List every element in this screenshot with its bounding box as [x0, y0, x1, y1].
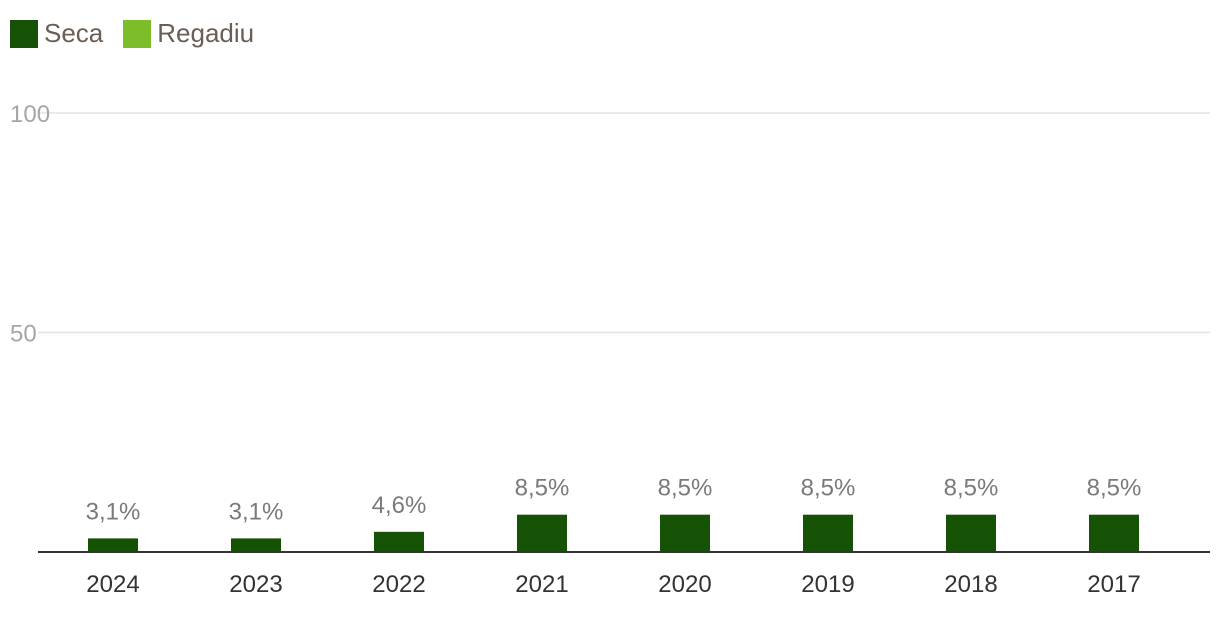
x-tick-label-2017: 2017 [1087, 571, 1140, 598]
data-label-2023: 3,1% [229, 498, 284, 525]
bar-seca-2019 [803, 514, 853, 552]
legend: Seca Regadiu [10, 18, 254, 49]
data-label-2017: 8,5% [1087, 475, 1142, 502]
bar-seca-2017 [1089, 514, 1139, 552]
bar-seca-2021 [517, 514, 567, 552]
data-label-2021: 8,5% [515, 475, 570, 502]
data-label-2022: 4,6% [372, 492, 427, 519]
y-tick-label-100: 100 [10, 101, 50, 128]
legend-label-regadiu: Regadiu [157, 18, 255, 48]
legend-label-seca: Seca [44, 18, 104, 48]
y-tick-label-50: 50 [10, 321, 37, 348]
legend-item-seca[interactable]: Seca [10, 18, 103, 49]
bar-seca-2022 [374, 531, 424, 552]
data-label-2019: 8,5% [801, 475, 856, 502]
bar-seca-2018 [946, 514, 996, 552]
x-tick-label-2018: 2018 [944, 571, 997, 598]
data-label-2024: 3,1% [86, 498, 141, 525]
legend-swatch-regadiu [123, 19, 152, 48]
bar-seca-2020 [660, 514, 710, 552]
bar-seca-2024 [88, 538, 138, 552]
x-tick-label-2023: 2023 [229, 571, 282, 598]
x-tick-label-2022: 2022 [372, 571, 425, 598]
legend-swatch-seca [10, 19, 38, 48]
x-tick-label-2021: 2021 [515, 571, 568, 598]
data-label-2020: 8,5% [658, 475, 713, 502]
legend-item-regadiu[interactable]: Regadiu [123, 18, 254, 49]
x-tick-label-2024: 2024 [86, 571, 139, 598]
x-tick-label-2019: 2019 [801, 571, 854, 598]
bar-seca-2023 [231, 538, 281, 552]
x-tick-label-2020: 2020 [658, 571, 711, 598]
data-label-2018: 8,5% [944, 475, 999, 502]
